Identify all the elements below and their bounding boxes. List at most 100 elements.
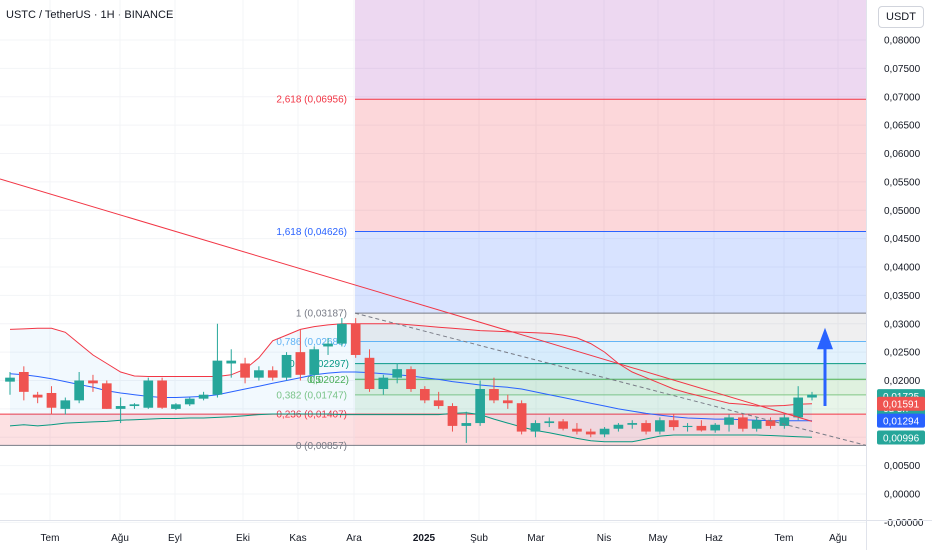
candle-body — [392, 369, 403, 378]
y-tick-label: 0,07500 — [884, 64, 921, 75]
y-tick-label: 0,02000 — [884, 376, 921, 387]
x-tick-label: Ağu — [111, 533, 129, 544]
green-line-label: 0,00996 — [883, 433, 920, 444]
y-tick-label: 0,07000 — [884, 92, 921, 103]
candle-body — [350, 323, 361, 355]
candle-body — [489, 389, 499, 401]
upper-band-line — [9, 323, 813, 407]
candle-body — [599, 428, 610, 435]
blue-line-badge: 0,01294 — [877, 413, 925, 428]
candle-body — [682, 425, 693, 428]
candle-body — [738, 417, 748, 429]
chart-title: USTC / TetherUS · 1H · BINANCE — [6, 9, 174, 21]
currency-button[interactable]: USDT — [878, 6, 924, 28]
candle-body — [627, 423, 638, 425]
candle-body — [115, 406, 126, 409]
overlay-layer — [0, 178, 867, 446]
candle-body — [668, 420, 679, 428]
candle-body — [74, 380, 84, 401]
candle-body — [88, 380, 98, 384]
fib-zone — [0, 414, 355, 446]
candle-body — [710, 424, 721, 431]
fib-level-label: 0,786 (0,02688) — [276, 337, 347, 348]
badge-bg — [877, 430, 925, 445]
candle-body — [323, 343, 333, 347]
candle-body — [254, 370, 264, 378]
y-tick-label: -0,00000 — [884, 518, 924, 529]
candle-body — [143, 380, 154, 408]
x-tick-label: Ağu — [829, 533, 847, 544]
fib-level-label: 0,5 — [307, 375, 321, 386]
price-axis: 0,08000 0,07500 0,07000 0,06500 0,06000 0,055… — [866, 0, 924, 550]
candle-body — [530, 423, 541, 432]
x-tick-label: Eki — [236, 533, 250, 544]
candle-body — [226, 360, 237, 364]
lower-band-line — [9, 412, 813, 443]
candle-body — [751, 420, 762, 429]
fib-level-label: 0,02297) — [310, 359, 349, 370]
candle-body — [171, 404, 181, 409]
candle-body — [793, 397, 804, 418]
red-line-badge: 0,01591 — [877, 396, 925, 411]
candle-body — [502, 400, 513, 404]
candle-body — [212, 360, 223, 395]
y-tick-label: 0,04000 — [884, 263, 921, 274]
candle-body — [129, 404, 140, 407]
candle-body — [5, 377, 15, 382]
y-tick-label: 0,00500 — [884, 461, 921, 472]
candle-body — [475, 389, 485, 424]
candle-body — [655, 420, 665, 432]
candle-body — [101, 383, 112, 409]
y-tick-label: 0,08000 — [884, 36, 921, 47]
candle-body — [18, 371, 29, 392]
y-tick-label: 0,03500 — [884, 291, 921, 302]
x-tick-label: 2025 — [413, 533, 436, 544]
candle-body — [419, 389, 430, 401]
fib-level-label: 1,618 (0,04626) — [276, 227, 347, 238]
x-tick-label: Eyl — [168, 533, 182, 544]
y-tick-label: 0,04500 — [884, 234, 921, 245]
y-tick-label: 0,03000 — [884, 319, 921, 330]
candle-body — [807, 394, 817, 398]
fib-zone — [355, 99, 866, 232]
candle-body — [406, 369, 416, 390]
badge-bg — [877, 413, 925, 428]
fib-level-label: 2,618 (0,06956) — [276, 95, 347, 106]
x-tick-label: Nis — [597, 533, 611, 544]
fib-trend-dashed-line — [354, 312, 867, 446]
fib-zone — [355, 0, 866, 100]
fib-level-label: 0,236 (0,01407) — [276, 410, 347, 421]
y-tick-label: 0,06000 — [884, 149, 921, 160]
time-axis: Tem Ağu Eyl Eki Kas Ara 2025 Şub Mar Nis May Haz Tem… — [0, 520, 932, 544]
fib-level-label: 1 (0,03187) — [296, 309, 347, 320]
candle-body — [198, 394, 209, 399]
candle-body — [309, 349, 320, 375]
candle-body — [641, 423, 651, 432]
candle-body — [46, 392, 57, 408]
fib-level-label: 0 (0,00857) — [296, 441, 347, 452]
x-tick-label: Ara — [346, 533, 362, 544]
x-tick-label: Tem — [41, 533, 60, 544]
candle-body — [724, 417, 734, 425]
candle-body — [364, 357, 375, 390]
x-tick-label: Kas — [289, 533, 306, 544]
fib-zone — [355, 363, 866, 380]
candle-body — [461, 423, 472, 426]
x-tick-label: Mar — [527, 533, 545, 544]
candle-body — [32, 394, 43, 398]
candles-layer — [5, 318, 817, 443]
badge-bg — [877, 396, 925, 411]
candle-body — [447, 406, 458, 426]
candle-body — [585, 431, 596, 435]
candle-body — [779, 417, 790, 426]
candle-body — [558, 421, 568, 429]
descending-trendline — [0, 178, 813, 422]
x-tick-label: Haz — [705, 533, 723, 544]
y-tick-label: 0,05500 — [884, 177, 921, 188]
blue-line-label: 0,01294 — [883, 417, 920, 428]
candle-body — [516, 403, 527, 432]
fib-level-label: 0,02022) — [310, 375, 349, 386]
candle-body — [765, 420, 776, 426]
candle-body — [295, 352, 306, 375]
